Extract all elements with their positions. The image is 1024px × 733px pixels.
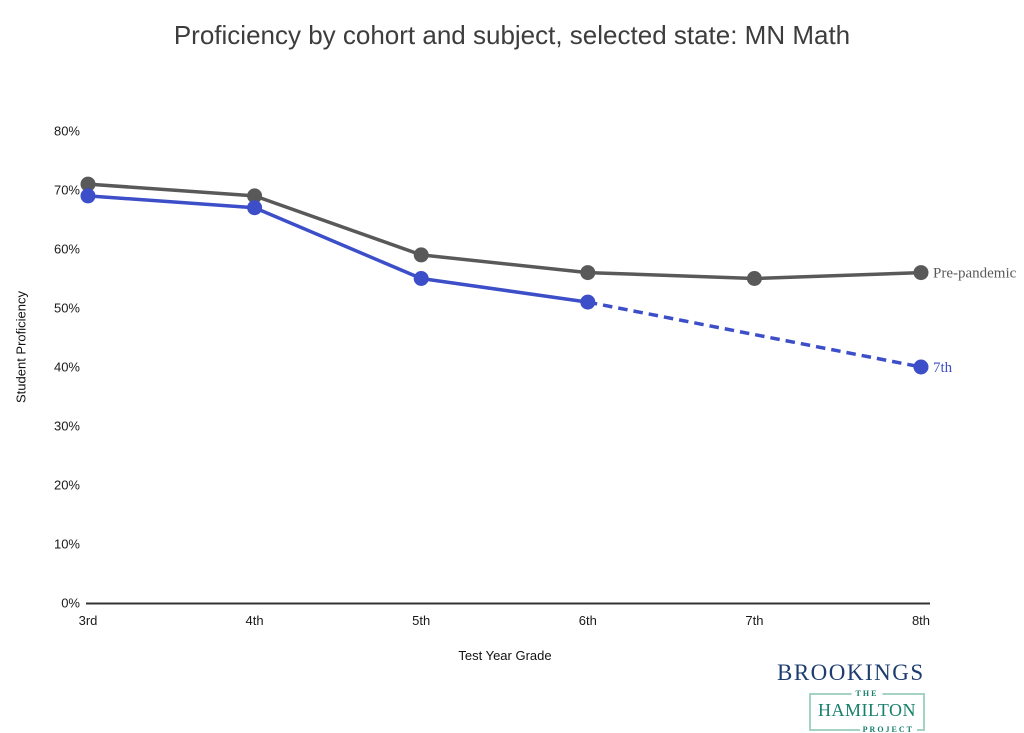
series-line-solid (86, 182, 923, 281)
hamilton-logo-the: THE (851, 689, 883, 698)
data-point (913, 359, 929, 375)
y-tick-label: 70% (54, 183, 80, 198)
hamilton-logo-project: PROJECT (859, 725, 917, 733)
hamilton-logo-name: HAMILTON (817, 700, 916, 720)
hamilton-project-logo: THE HAMILTON PROJECT (809, 689, 925, 733)
series-line-dashed (587, 300, 922, 369)
y-tick-label: 0% (61, 596, 80, 611)
x-tick-label: 7th (745, 613, 763, 628)
x-tick-label: 5th (412, 613, 430, 628)
y-tick-label: 60% (54, 242, 80, 257)
data-point (580, 265, 596, 281)
x-tick-label: 3rd (79, 613, 98, 628)
data-point (247, 200, 263, 216)
y-axis-label: Student Proficiency (13, 290, 29, 404)
data-point (413, 247, 429, 263)
data-point (247, 188, 263, 204)
x-tick-label: 4th (246, 613, 264, 628)
x-axis-label: Test Year Grade (458, 648, 552, 663)
data-point (580, 294, 596, 310)
data-point (413, 271, 429, 286)
data-point (80, 188, 96, 204)
y-tick-label: 30% (54, 419, 80, 434)
series-line-solid (86, 194, 590, 304)
series-end-label: 7th (933, 360, 953, 376)
brookings-logo: BROOKINGS (777, 660, 925, 685)
series-end-label: Pre-pandemic (933, 266, 1017, 282)
y-tick-label: 80% (54, 124, 80, 139)
data-point (913, 265, 929, 281)
chart-title: Proficiency by cohort and subject, selec… (173, 20, 851, 50)
y-tick-label: 50% (54, 301, 80, 316)
data-point (746, 271, 762, 286)
y-tick-label: 40% (54, 360, 80, 375)
data-point (80, 176, 96, 192)
x-tick-label: 8th (912, 613, 930, 628)
y-tick-label: 20% (54, 478, 80, 493)
y-tick-label: 10% (54, 537, 80, 552)
x-tick-label: 6th (579, 613, 597, 628)
